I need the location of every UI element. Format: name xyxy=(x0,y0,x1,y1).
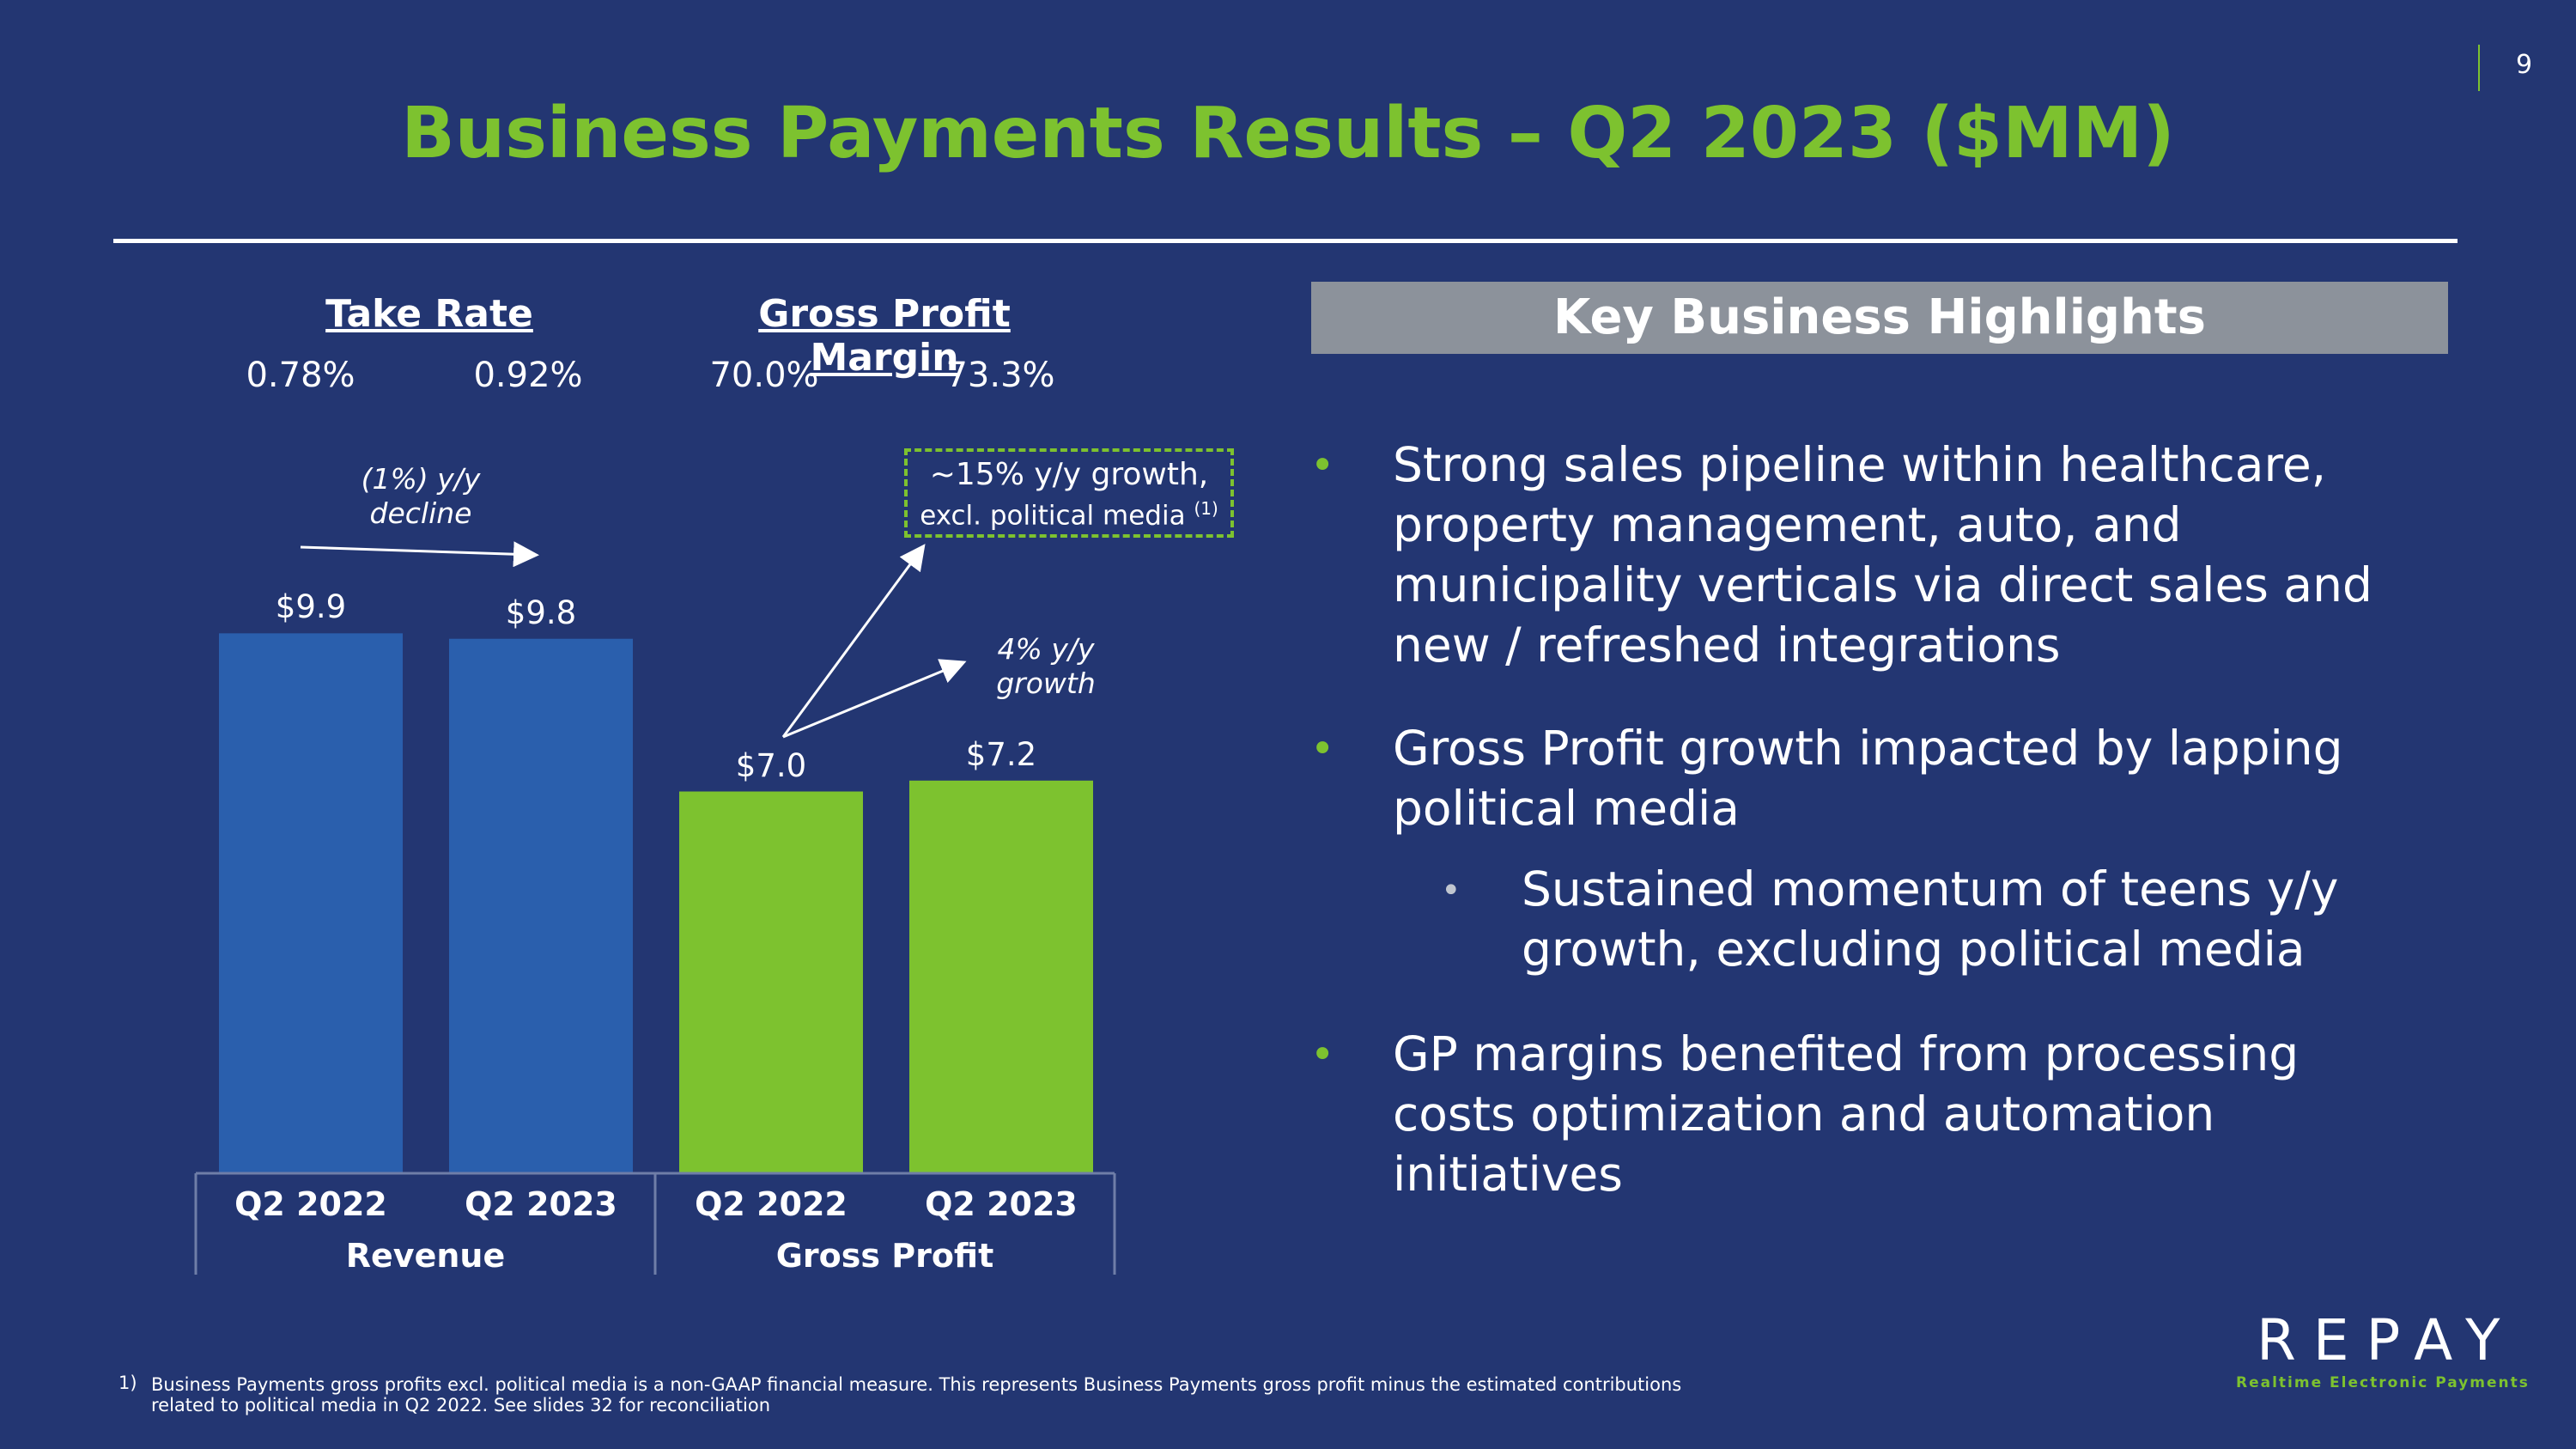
category-label: Q2 2022 xyxy=(695,1185,848,1223)
highlight-1-line1: Strong sales pipeline within healthcare, xyxy=(1393,437,2327,492)
bar-gross-profit-q2-2022 xyxy=(679,791,863,1173)
excl-political-line2: excl. political media (1) xyxy=(904,498,1234,531)
footnote-ref: (1) xyxy=(1194,498,1218,519)
bar-value-label: $7.0 xyxy=(735,746,807,784)
take-rate-q2-2022: 0.78% xyxy=(246,356,355,395)
bar-revenue-q2-2022 xyxy=(219,633,403,1173)
gp-growth-arrow xyxy=(782,659,967,739)
gp-growth-line1: 4% y/y xyxy=(997,632,1095,666)
group-label-revenue: Revenue xyxy=(345,1237,506,1275)
excl-political-line1: ~15% y/y growth, xyxy=(929,457,1209,492)
bullet-icon: • xyxy=(1310,441,1335,490)
repay-tagline: Realtime Electronic Payments xyxy=(2236,1374,2530,1391)
revenue-arrow xyxy=(300,541,539,568)
highlights-heading: Key Business Highlights xyxy=(1311,282,2448,354)
page-number-divider xyxy=(2478,45,2480,91)
footnote-line1: Business Payments gross profits excl. po… xyxy=(151,1374,1682,1395)
footnote-line2: related to political media in Q2 2022. S… xyxy=(151,1395,771,1416)
excl-political-box xyxy=(904,448,1234,538)
highlight-3-line3: initiatives xyxy=(1393,1147,1623,1202)
bar-revenue-q2-2023 xyxy=(449,638,633,1173)
highlight-2-sub-line2: growth, excluding political media xyxy=(1522,922,2306,977)
excl-political-arrow xyxy=(781,544,926,738)
bar-gross-profit-q2-2023 xyxy=(909,780,1093,1173)
highlight-1-line2: property management, auto, and xyxy=(1393,497,2182,552)
take-rate-q2-2023: 0.92% xyxy=(473,356,583,395)
highlight-1-line4: new / refreshed integrations xyxy=(1393,618,2061,673)
revenue-change-annotation: (1%) y/y decline xyxy=(326,462,515,531)
highlight-3-line1: GP margins benefited from processing xyxy=(1393,1026,2300,1081)
highlight-3-line2: costs optimization and automation xyxy=(1393,1087,2215,1142)
take-rate-heading: Take Rate xyxy=(325,292,533,336)
bar-value-label: $9.9 xyxy=(275,588,347,626)
highlight-3: GP margins benefited from processing cos… xyxy=(1393,1024,2526,1204)
slide-title: Business Payments Results – Q2 2023 ($MM… xyxy=(401,93,2175,174)
footnote-number: 1) xyxy=(118,1373,137,1393)
gp-growth-line2: growth xyxy=(996,667,1096,700)
highlight-2: Gross Profit growth impacted by lapping … xyxy=(1393,718,2526,838)
highlight-1: Strong sales pipeline within healthcare,… xyxy=(1393,435,2526,675)
group-label-gross-profit: Gross Profit xyxy=(775,1237,994,1275)
highlight-2-sub-line1: Sustained momentum of teens y/y xyxy=(1522,861,2339,916)
highlight-2-sub: Sustained momentum of teens y/y growth, … xyxy=(1522,859,2535,979)
sub-bullet-icon: • xyxy=(1441,871,1461,910)
highlight-2-line1: Gross Profit growth impacted by lapping xyxy=(1393,721,2343,776)
gross-profit-margin-heading: Gross Profit Margin xyxy=(758,292,1011,380)
chart-axis xyxy=(194,1172,1116,1275)
page-number: 9 xyxy=(2516,50,2533,80)
title-divider xyxy=(113,239,2458,243)
bar-value-label: $7.2 xyxy=(965,735,1037,773)
bar-value-label: $9.8 xyxy=(505,594,577,631)
category-label: Q2 2023 xyxy=(925,1185,1078,1223)
repay-logo: REPAY xyxy=(2257,1307,2518,1373)
bullet-icon: • xyxy=(1310,725,1335,773)
highlight-1-line3: municipality verticals via direct sales … xyxy=(1393,557,2372,612)
excl-political-text: excl. political media xyxy=(920,500,1186,532)
gp-growth-annotation: 4% y/y growth xyxy=(951,632,1140,701)
category-label: Q2 2023 xyxy=(465,1185,617,1223)
gpm-q2-2023: 73.3% xyxy=(945,356,1055,395)
highlight-2-line2: political media xyxy=(1393,781,1740,836)
category-label: Q2 2022 xyxy=(234,1185,387,1223)
revenue-change-line2: decline xyxy=(369,496,472,530)
bullet-icon: • xyxy=(1310,1031,1335,1079)
revenue-change-line1: (1%) y/y xyxy=(361,462,481,496)
footnote: Business Payments gross profits excl. po… xyxy=(151,1374,1783,1416)
gpm-q2-2022: 70.0% xyxy=(709,356,819,395)
